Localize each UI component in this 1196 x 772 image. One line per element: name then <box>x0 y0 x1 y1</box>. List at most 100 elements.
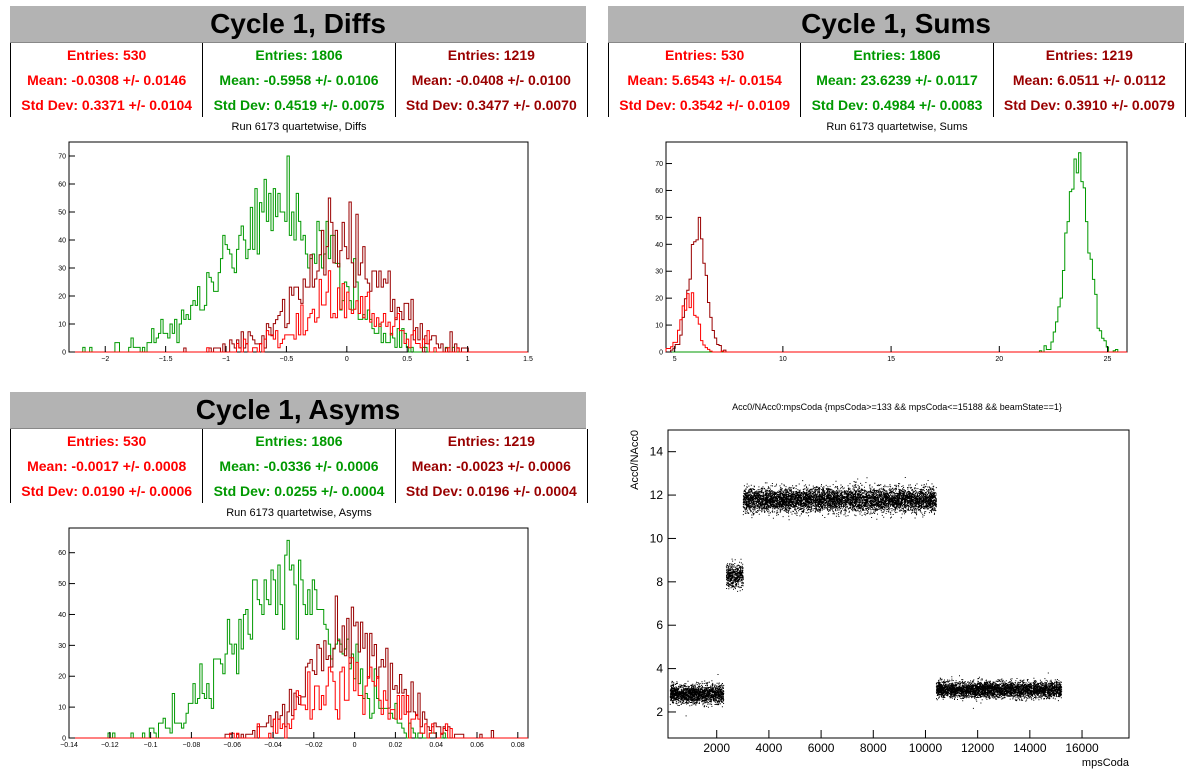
x-tick-label: −0.12 <box>101 742 119 749</box>
histogram-series-green <box>69 539 528 739</box>
y-tick-label: 10 <box>650 531 664 545</box>
diffs-histogram: −2 −1.5 −1 −0.5 0 0.5 1 1.5 0 10 20 30 40 50 60 70 <box>58 141 533 363</box>
stat-mean: Mean: -0.0017 +/- 0.0008 <box>27 457 187 474</box>
stat-mean: Mean: 23.6239 +/- 0.0117 <box>816 71 978 88</box>
y-tick-label: 10 <box>58 322 66 329</box>
stat-mean: Mean: -0.0336 +/- 0.0006 <box>219 457 379 474</box>
x-tick-label: 15 <box>887 356 895 363</box>
x-tick-label: 0 <box>353 742 357 749</box>
stat-entries: Entries: 1219 <box>1045 47 1133 64</box>
y-tick-label: 6 <box>656 618 663 632</box>
diffs-stats-green: Entries: 1806 Mean: -0.5958 +/- 0.0106 S… <box>203 43 396 117</box>
y-tick-label: 70 <box>655 161 663 168</box>
y-tick-label: 60 <box>655 188 663 195</box>
scatter-points-cluster-2 <box>725 558 744 592</box>
sums-title: Cycle 1, Sums <box>608 6 1184 43</box>
asyms-subtitle: Run 6173 quartetwise, Asyms <box>226 507 372 519</box>
x-tick-label: 10 <box>779 356 787 363</box>
x-tick-label: 5 <box>673 356 677 363</box>
stat-entries: Entries: 1806 <box>255 433 343 450</box>
x-tick-label: −2 <box>101 356 109 363</box>
sums-subtitle: Run 6173 quartetwise, Sums <box>826 121 968 133</box>
x-tick-label: 0.5 <box>402 356 412 363</box>
stat-entries: Entries: 1806 <box>255 47 343 64</box>
diffs-stats-darkred: Entries: 1219 Mean: -0.0408 +/- 0.0100 S… <box>396 43 587 117</box>
x-axis-label: mpsCoda <box>1082 757 1130 769</box>
diffs-title: Cycle 1, Diffs <box>10 6 586 43</box>
asyms-stats-red: Entries: 530 Mean: -0.0017 +/- 0.0008 St… <box>11 429 204 503</box>
sums-panel: Cycle 1, Sums Entries: 530 Mean: 5.6543 … <box>598 0 1196 386</box>
y-tick-label: 50 <box>655 215 663 222</box>
stat-mean: Mean: -0.5958 +/- 0.0106 <box>219 71 379 88</box>
y-tick-label: 12 <box>650 488 664 502</box>
x-tick-label: −1.5 <box>159 356 173 363</box>
x-tick-label: 8000 <box>860 741 887 755</box>
y-tick-label: 40 <box>655 242 663 249</box>
stat-entries: Entries: 530 <box>664 47 745 64</box>
scatter-points-cluster-3 <box>742 477 937 521</box>
stat-entries: Entries: 1219 <box>447 433 535 450</box>
x-tick-label: −0.1 <box>144 742 158 749</box>
stat-entries: Entries: 1219 <box>447 47 535 64</box>
sums-histogram: 5 10 15 20 25 0 10 20 30 40 50 60 70 <box>655 141 1128 363</box>
x-tick-label: 4000 <box>756 741 783 755</box>
sums-stats-red: Entries: 530 Mean: 5.6543 +/- 0.0154 Std… <box>609 43 802 117</box>
x-tick-label: 10000 <box>909 741 943 755</box>
stat-std: Std Dev: 0.3542 +/- 0.0109 <box>619 96 791 113</box>
x-tick-label: −0.14 <box>60 742 78 749</box>
histogram-series-red <box>69 270 528 353</box>
y-tick-label: 20 <box>655 296 663 303</box>
stat-std: Std Dev: 0.3910 +/- 0.0079 <box>1003 96 1175 113</box>
histogram-series-red <box>665 292 1127 353</box>
x-tick-label: 6000 <box>808 741 835 755</box>
stat-std: Std Dev: 0.3371 +/- 0.0104 <box>21 96 193 113</box>
x-tick-label: 1 <box>466 356 470 363</box>
y-tick-label: 40 <box>58 612 66 619</box>
y-tick-label: 60 <box>58 182 66 189</box>
x-tick-label: 20 <box>995 356 1003 363</box>
y-tick-label: 10 <box>58 705 66 712</box>
y-tick-label: 50 <box>58 210 66 217</box>
x-tick-label: −0.06 <box>223 742 241 749</box>
y-tick-label: 14 <box>650 445 664 459</box>
x-tick-label: 16000 <box>1065 741 1099 755</box>
x-tick-label: 0 <box>345 356 349 363</box>
asyms-panel: Cycle 1, Asyms Entries: 530 Mean: -0.001… <box>0 386 598 772</box>
diffs-subtitle: Run 6173 quartetwise, Diffs <box>231 121 367 133</box>
y-tick-label: 0 <box>659 350 663 357</box>
diffs-panel: Cycle 1, Diffs Entries: 530 Mean: -0.030… <box>0 0 598 386</box>
stat-mean: Mean: 5.6543 +/- 0.0154 <box>627 71 782 88</box>
y-tick-label: 8 <box>656 575 663 589</box>
histogram-series-darkred <box>666 216 1127 353</box>
y-tick-label: 30 <box>58 266 66 273</box>
stat-mean: Mean: -0.0408 +/- 0.0100 <box>411 71 571 88</box>
y-tick-label: 2 <box>656 705 663 719</box>
x-tick-label: −0.5 <box>280 356 294 363</box>
stat-entries: Entries: 530 <box>66 433 147 450</box>
stat-std: Std Dev: 0.4984 +/- 0.0083 <box>811 96 983 113</box>
scatter-plot: 2000 4000 6000 8000 10000 12000 14000 16000 2 4 6 8… <box>629 429 1130 769</box>
asyms-stats-darkred: Entries: 1219 Mean: -0.0023 +/- 0.0006 S… <box>396 429 587 503</box>
scatter-panel: Acc0/NAcc0:mpsCoda {mpsCoda>=133 && mpsC… <box>598 386 1196 772</box>
x-tick-label: −1 <box>222 356 230 363</box>
stat-std: Std Dev: 0.4519 +/- 0.0075 <box>213 96 385 113</box>
y-tick-label: 30 <box>58 643 66 650</box>
x-tick-label: 1.5 <box>523 356 533 363</box>
y-tick-label: 40 <box>58 238 66 245</box>
stat-std: Std Dev: 0.0255 +/- 0.0004 <box>213 482 385 499</box>
plot-frame <box>667 429 1130 739</box>
y-tick-label: 10 <box>655 323 663 330</box>
y-tick-label: 70 <box>58 154 66 161</box>
stat-mean: Mean: -0.0308 +/- 0.0146 <box>27 71 187 88</box>
histogram-series-green <box>69 155 528 353</box>
x-tick-label: −0.02 <box>305 742 323 749</box>
plot-frame <box>68 141 529 353</box>
y-tick-label: 50 <box>58 581 66 588</box>
y-tick-label: 30 <box>655 269 663 276</box>
y-tick-label: 60 <box>58 550 66 557</box>
x-tick-label: 0.04 <box>429 742 443 749</box>
histogram-series-green <box>666 152 1127 353</box>
x-tick-label: 25 <box>1104 356 1112 363</box>
x-tick-label: 0.06 <box>470 742 484 749</box>
sums-stats-darkred: Entries: 1219 Mean: 6.0511 +/- 0.0112 St… <box>994 43 1185 117</box>
